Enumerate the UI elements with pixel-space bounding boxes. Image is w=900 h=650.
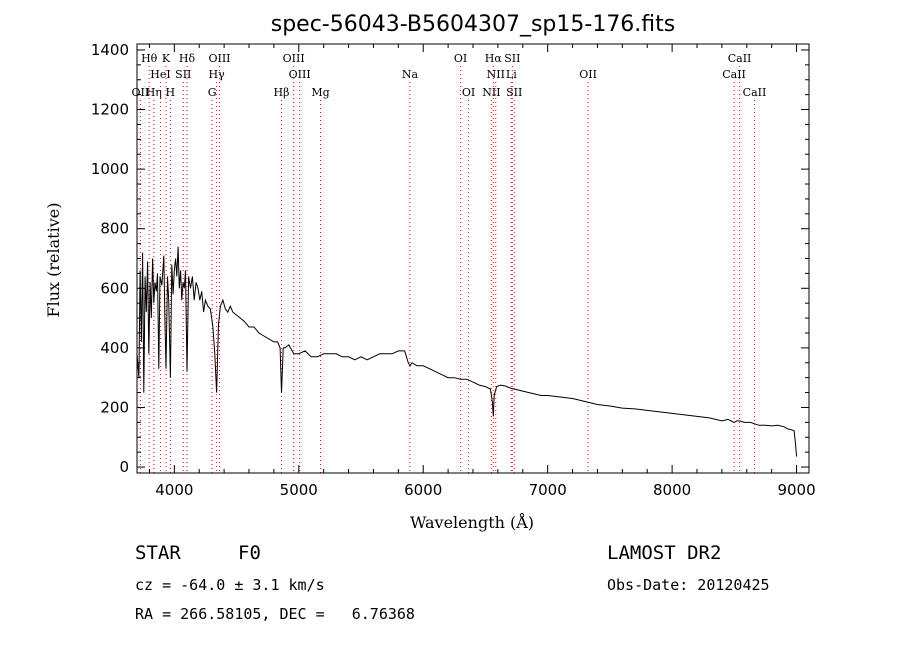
line-marker-label: CaII [728,52,752,65]
line-marker-label: SII [504,52,520,65]
x-tick-label: 5000 [280,481,318,499]
line-marker-label: OIII [208,52,230,65]
line-marker-label: Hγ [209,68,226,81]
object-class: F0 [238,542,261,564]
redshift-readout: cz = -64.0 ± 3.1 km/s [135,576,325,594]
line-marker-label: HeI [150,68,170,81]
line-marker-label: Hδ [179,52,196,65]
line-marker-label: SII [175,68,191,81]
y-tick-label: 1000 [91,160,129,178]
chart-title: spec-56043-B5604307_sp15-176.fits [271,12,676,37]
tick-layer: 4000 5000 6000 7000 8000 9000 0 200 400 600 800 100… [91,41,816,499]
obs-date: Obs-Date: 20120425 [607,576,770,594]
line-marker-label: OI [454,52,467,65]
line-marker-label: NII [487,68,505,81]
y-axis-label: Flux (relative) [44,203,63,318]
line-marker-label: OIII [289,68,311,81]
y-tick-label: 0 [119,458,129,476]
line-marker-label: NII [482,86,500,99]
line-marker-label: Li [506,68,517,81]
line-marker-label: Mg [311,86,329,99]
y-tick-label: 800 [100,220,129,238]
line-marker-label: G [208,86,217,99]
x-axis-label: Wavelength (Å) [410,512,534,532]
line-marker-label: Hα [485,52,503,65]
x-tick-label: 4000 [155,481,193,499]
coordinates-readout: RA = 266.58105, DEC = 6.76368 [135,605,415,623]
y-tick-label: 400 [100,339,129,357]
line-marker-label: OII [579,68,597,81]
plot-frame [136,43,810,474]
line-marker-label: Hη [146,86,162,99]
spectrum-line-layer [136,246,798,457]
x-tick-label: 9000 [777,481,815,499]
line-marker-label: Hθ [141,52,158,65]
line-marker-label: CaII [743,86,767,99]
line-marker-label: OII [132,86,150,99]
line-marker-label: Na [402,68,419,81]
line-marker-label: Hβ [274,86,290,99]
line-marker-label: SII [506,86,522,99]
y-tick-label: 1400 [91,41,129,59]
y-tick-label: 200 [100,398,129,416]
y-tick-label: 600 [100,279,129,297]
x-tick-label: 7000 [529,481,567,499]
y-tick-label: 1200 [91,101,129,119]
spectrum-series-line [136,246,798,457]
line-marker-label: K [162,52,171,65]
line-marker-label: OI [462,86,475,99]
object-type: STAR [135,542,181,564]
line-marker-label: OIII [283,52,305,65]
x-tick-label: 8000 [653,481,691,499]
line-marker-label: CaII [722,68,746,81]
line-marker-label: H [166,86,176,99]
x-tick-label: 6000 [404,481,442,499]
survey-name: LAMOST DR2 [607,542,722,564]
